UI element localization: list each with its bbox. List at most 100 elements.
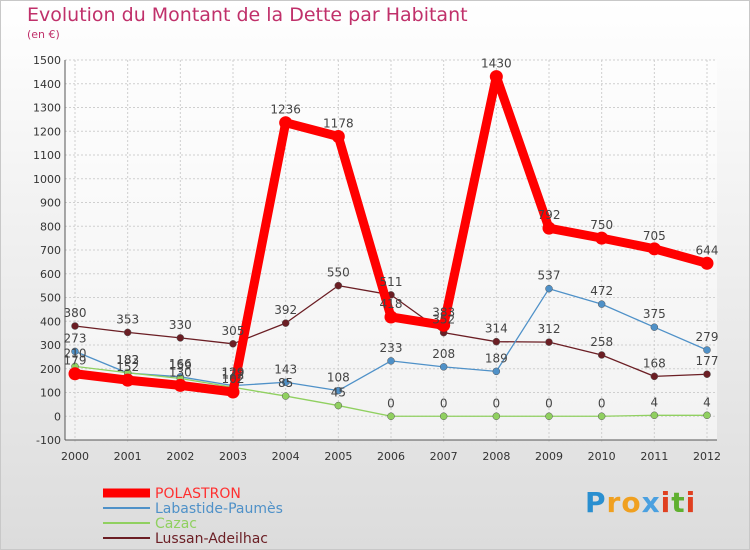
x-tick-label: 2007	[430, 450, 458, 463]
data-label: 159	[169, 358, 192, 372]
legend-label: Labastide-Paumès	[155, 501, 283, 517]
data-label: 177	[696, 354, 719, 368]
data-label: 258	[590, 335, 613, 349]
data-point	[334, 281, 343, 290]
y-tick-label: 400	[40, 315, 61, 328]
data-point	[542, 221, 556, 235]
data-label: 511	[380, 275, 403, 289]
x-tick-label: 2005	[324, 450, 352, 463]
x-tick-label: 2012	[693, 450, 721, 463]
data-point	[121, 373, 135, 387]
data-point	[545, 412, 553, 420]
data-point	[229, 340, 237, 348]
data-point	[545, 338, 553, 346]
data-point	[281, 319, 290, 327]
data-point	[387, 412, 395, 420]
y-tick-label: -100	[36, 434, 61, 447]
x-tick-label: 2006	[377, 450, 405, 463]
data-label: 208	[432, 347, 455, 361]
data-point	[71, 322, 79, 330]
y-tick-label: 100	[40, 387, 61, 400]
x-tick-label: 2002	[166, 450, 194, 463]
data-point	[597, 300, 606, 308]
data-label: 0	[493, 396, 501, 410]
data-point	[173, 378, 187, 392]
x-tick-label: 2008	[482, 450, 510, 463]
x-axis: 2000 2001 2002 2003 2004 2005 2006 2007 2008 2009…	[61, 439, 721, 463]
y-tick-label: 1300	[33, 102, 61, 115]
proxiti-logo: Proxiti	[585, 486, 697, 519]
data-point	[650, 323, 659, 331]
x-tick-label: 2004	[272, 450, 300, 463]
data-label: 330	[169, 318, 192, 332]
data-label: 0	[598, 396, 606, 410]
data-label: 353	[116, 312, 139, 326]
y-tick-label: 1500	[33, 54, 61, 67]
y-tick-label: 1000	[33, 173, 61, 186]
data-point	[439, 412, 448, 420]
data-point	[439, 363, 448, 371]
y-tick-label: 700	[40, 244, 61, 257]
legend: POLASTRONLabastide-PaumèsCazacLussan-Ade…	[103, 486, 283, 547]
data-point	[437, 318, 451, 332]
data-point	[334, 401, 343, 410]
data-label: 0	[387, 396, 395, 410]
data-point	[334, 386, 343, 395]
data-point	[331, 129, 345, 143]
data-label: 273	[64, 331, 87, 345]
data-label: 1178	[323, 116, 354, 130]
data-point	[492, 412, 501, 420]
y-tick-label: 900	[40, 197, 61, 210]
chart-subtitle: (en €)	[27, 28, 60, 41]
data-point	[703, 346, 711, 354]
y-tick-label: 200	[40, 363, 61, 376]
data-point	[226, 385, 240, 399]
data-label: 279	[696, 330, 719, 344]
data-point	[176, 334, 185, 342]
data-label: 352	[432, 313, 455, 327]
data-label: 380	[64, 306, 87, 320]
data-point	[489, 70, 503, 84]
data-point	[281, 378, 290, 387]
data-point	[650, 372, 659, 381]
data-label: 383	[432, 305, 455, 319]
x-tick-label: 2011	[640, 450, 668, 463]
data-point	[597, 351, 606, 359]
x-tick-label: 2001	[114, 450, 142, 463]
data-point	[71, 347, 79, 356]
y-tick-label: 1200	[33, 125, 61, 138]
data-point	[387, 357, 395, 365]
data-label: 182	[116, 353, 139, 367]
data-label: 644	[696, 243, 719, 257]
y-tick-label: 300	[40, 339, 61, 352]
legend-label: Cazac	[155, 516, 197, 532]
y-tick-label: 500	[40, 292, 61, 305]
data-label: 0	[440, 396, 448, 410]
y-tick-label: 1100	[33, 149, 61, 162]
data-label: 179	[64, 354, 87, 368]
data-point	[595, 231, 609, 245]
data-label: 189	[485, 351, 508, 365]
data-label: 210	[64, 346, 87, 360]
data-label: 418	[380, 297, 403, 311]
y-tick-label: 600	[40, 268, 61, 281]
data-labels: 179 152 130 1021236117841838314307927507056…	[64, 57, 719, 411]
data-label: 375	[643, 307, 666, 321]
data-label: 183	[116, 353, 139, 367]
y-axis: -100 0 100 200 300 400 500 600 700 800 900 1000 1100…	[33, 54, 66, 447]
series-lines	[68, 70, 714, 420]
data-point	[123, 328, 132, 337]
data-label: 168	[643, 356, 666, 370]
y-tick-label: 0	[54, 410, 61, 423]
data-label: 102	[222, 372, 245, 386]
data-label: 305	[222, 324, 245, 338]
y-tick-label: 1400	[33, 78, 61, 91]
data-label: 143	[274, 362, 297, 376]
data-label: 85	[278, 376, 293, 390]
data-label: 750	[590, 218, 613, 232]
data-point	[492, 337, 501, 346]
data-label: 312	[538, 322, 561, 336]
data-label: 108	[327, 371, 350, 385]
data-label: 472	[590, 284, 613, 298]
data-label: 130	[169, 365, 192, 379]
